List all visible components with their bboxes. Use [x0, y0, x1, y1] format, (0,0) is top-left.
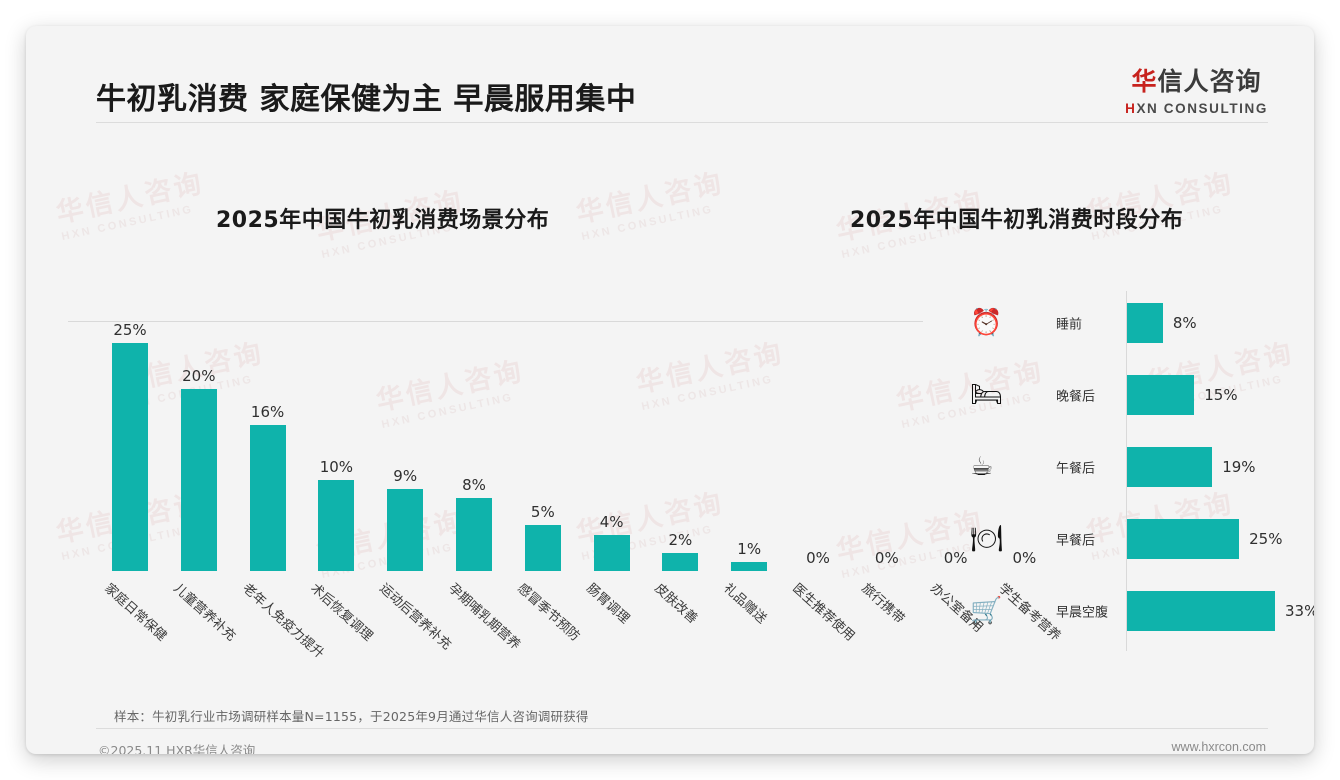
bar-chart-row[interactable]: ☕ 午餐后 19%	[956, 441, 1286, 493]
column-category-label: 感冒季节预防	[514, 580, 583, 645]
scenario-column-chart: 25% 20% 16% 10% 9% 8% 5% 4% 2% 1% 0% 0% 0% 0%	[66, 276, 1036, 576]
column-bar[interactable]	[662, 552, 699, 571]
column-bar-group[interactable]: 2%	[662, 527, 699, 571]
bar-category-label: 晚餐后	[1056, 389, 1096, 405]
column-category-label: 孕期哺乳期营养	[445, 580, 523, 654]
column-bar[interactable]	[318, 479, 355, 571]
copyright-text: ©2025.11 HXR华信人咨询	[98, 743, 256, 754]
bar-value-label: 19%	[1222, 458, 1256, 476]
bed-icon: 🛏	[970, 380, 1004, 410]
column-category-label: 礼品赠送	[720, 580, 770, 627]
column-category-label: 家庭日常保健	[101, 580, 170, 645]
bar-fill[interactable]	[1127, 591, 1275, 631]
website-url[interactable]: www.hxrcon.com	[1171, 740, 1266, 754]
logo-english-rest: XN CONSULTING	[1136, 101, 1268, 116]
bar-chart-row[interactable]: ⏰ 睡前 8%	[956, 297, 1286, 349]
logo-chinese: 华信人咨询	[1125, 62, 1268, 98]
column-category-label: 儿童营养补充	[170, 580, 239, 645]
column-bar-group[interactable]: 10%	[318, 454, 355, 571]
alarm-clock-icon: ⏰	[970, 308, 1003, 338]
column-bar-group[interactable]: 8%	[456, 472, 492, 571]
column-value-label: 9%	[393, 466, 418, 485]
column-bar-group[interactable]: 25%	[112, 317, 148, 571]
column-value-label: 20%	[182, 366, 216, 385]
column-value-label: 0%	[874, 549, 899, 567]
bar-value-label: 33%	[1285, 602, 1314, 620]
logo-chinese-red: 华	[1131, 67, 1158, 96]
bar-fill[interactable]	[1127, 519, 1240, 559]
bar-chart-row[interactable]: 🍽 早餐后 25%	[956, 513, 1286, 565]
slide-card: 华信人咨询 HXN CONSULTING 华信人咨询 HXN CONSULTING 华信…	[26, 26, 1314, 754]
column-bar-group[interactable]: 0%	[938, 545, 974, 571]
bar-category-label: 早晨空腹	[1056, 605, 1109, 621]
column-bar-group[interactable]: 20%	[180, 363, 217, 571]
column-value-label: 0%	[1012, 549, 1037, 567]
column-bar-group[interactable]: 0%	[869, 545, 905, 571]
column-category-label: 肠胃调理	[582, 580, 632, 627]
column-value-label: 8%	[462, 476, 486, 495]
column-bar[interactable]	[249, 425, 286, 571]
column-value-label: 16%	[250, 403, 285, 422]
column-bar-group[interactable]: 16%	[249, 399, 286, 571]
footer-divider	[96, 728, 1268, 729]
bar-chart-row[interactable]: 🛏 晚餐后 15%	[956, 369, 1286, 421]
column-value-label: 4%	[599, 512, 624, 531]
column-bar-group[interactable]: 0%	[800, 545, 836, 571]
bar-value-label: 15%	[1204, 386, 1238, 404]
column-value-label: 5%	[530, 503, 555, 522]
brand-logo: 华信人咨询 HXN CONSULTING	[1125, 62, 1268, 116]
bar-fill[interactable]	[1127, 375, 1195, 415]
column-chart-baseline	[68, 321, 923, 322]
column-bar-group[interactable]: 0%	[1006, 545, 1042, 571]
column-bar[interactable]	[731, 561, 768, 571]
column-value-label: 0%	[806, 549, 830, 567]
column-bar-group[interactable]: 9%	[387, 463, 424, 571]
column-bar[interactable]	[387, 488, 424, 571]
column-bar[interactable]	[456, 498, 492, 571]
slide-header: 牛初乳消费 家庭保健为主 早晨服用集中 华信人咨询 HXN CONSULTING	[26, 26, 1314, 124]
right-chart-title: 2025年中国牛初乳消费时段分布	[850, 208, 1184, 233]
column-bar[interactable]	[593, 534, 630, 571]
column-chart-category-labels: 家庭日常保健 儿童营养补充 老年人免疫力提升 术后恢复调理 运动后营养补充 孕期哺乳期营养…	[66, 578, 1063, 688]
column-bar-group[interactable]: 1%	[731, 536, 768, 571]
column-bar[interactable]	[524, 525, 561, 571]
bar-chart-row[interactable]: 🛒 早晨空腹 33%	[956, 585, 1314, 637]
header-divider	[96, 122, 1268, 123]
bar-category-label: 早餐后	[1056, 533, 1096, 549]
bar-chart-axis	[1126, 291, 1127, 651]
bar-category-label: 睡前	[1056, 317, 1083, 333]
bar-fill[interactable]	[1127, 303, 1163, 343]
column-value-label: 10%	[319, 457, 354, 476]
column-bar[interactable]	[112, 343, 148, 571]
shopping-cart-icon: 🛒	[970, 596, 1003, 626]
column-category-label: 运动后营养补充	[376, 580, 455, 654]
timeslot-bar-chart: ⏰ 睡前 8% 🛏 晚餐后 15% ☕ 午餐后 19% 🍽 早餐后 25% 🛒 早晨空腹 33%	[956, 281, 1314, 671]
plate-cutlery-icon: 🍽	[970, 524, 1004, 554]
column-bar[interactable]	[180, 388, 217, 571]
column-category-label: 皮肤改善	[651, 580, 701, 627]
column-category-label: 医生推荐使用	[789, 580, 858, 645]
bar-value-label: 25%	[1249, 530, 1283, 548]
column-category-label: 旅行携带	[858, 580, 907, 627]
page-title: 牛初乳消费 家庭保健为主 早晨服用集中	[96, 82, 637, 117]
source-note: 样本：牛初乳行业市场调研样本量N=1155，于2025年9月通过华信人咨询调研获…	[114, 709, 589, 724]
logo-chinese-rest: 信人咨询	[1157, 67, 1262, 96]
column-value-label: 0%	[943, 549, 968, 567]
logo-english: HXN CONSULTING	[1125, 101, 1268, 116]
left-chart-title: 2025年中国牛初乳消费场景分布	[216, 208, 550, 233]
column-bar-group[interactable]: 4%	[593, 509, 630, 571]
bar-value-label: 8%	[1172, 314, 1197, 332]
column-value-label: 25%	[113, 321, 147, 339]
logo-english-red: H	[1125, 101, 1137, 116]
column-value-label: 2%	[668, 530, 693, 549]
bar-fill[interactable]	[1127, 447, 1213, 487]
column-value-label: 1%	[737, 539, 762, 558]
column-category-label: 术后恢复调理	[307, 580, 376, 645]
bar-category-label: 午餐后	[1056, 461, 1096, 477]
hot-beverage-icon: ☕	[970, 452, 994, 482]
column-bar-group[interactable]: 5%	[524, 499, 561, 571]
